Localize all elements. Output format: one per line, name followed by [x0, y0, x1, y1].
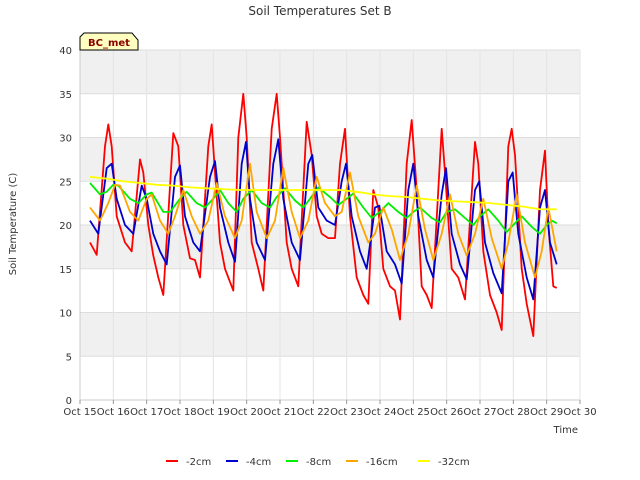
legend-label: -2cm — [186, 457, 211, 468]
legend-item: -2cm — [166, 457, 211, 468]
x-tick-label: Oct 18 — [163, 407, 196, 418]
legend-item: -8cm — [286, 457, 331, 468]
x-tick-label: Oct 19 — [197, 407, 230, 418]
x-tick-label: Oct 24 — [363, 407, 396, 418]
y-tick-label: 10 — [59, 309, 72, 320]
grid-band — [80, 50, 580, 94]
grid-band — [80, 93, 580, 138]
grid-band — [80, 312, 580, 357]
x-tick-label: Oct 22 — [297, 407, 330, 418]
legend-label: -32cm — [438, 457, 470, 468]
x-tick-label: Oct 28 — [497, 407, 530, 418]
y-tick-label: 30 — [59, 134, 72, 145]
y-axis-ticks: 0 5 10 15 20 25 30 35 40 — [59, 46, 72, 407]
legend-label: -8cm — [306, 457, 331, 468]
legend-label: -16cm — [366, 457, 398, 468]
x-tick-label: Oct 27 — [463, 407, 496, 418]
grid-band — [80, 225, 580, 269]
grid-band — [80, 137, 580, 182]
series-line-2cmcm — [89, 92, 558, 337]
y-tick-label: 25 — [59, 177, 72, 188]
x-axis-label: Time — [553, 425, 578, 436]
x-axis-ticks: Oct 15 Oct 16 Oct 17 Oct 18 Oct 19 Oct 20 Oct … — [63, 400, 597, 418]
site-badge-label: BC_met — [88, 38, 130, 49]
x-tick-label: Oct 25 — [397, 407, 430, 418]
x-tick-label: Oct 16 — [97, 407, 130, 418]
series-layer — [89, 92, 558, 337]
legend-item: -4cm — [226, 457, 271, 468]
series-line-8cmcm — [89, 182, 558, 235]
plot-background — [80, 50, 580, 400]
x-tick-label: Oct 29 — [530, 407, 563, 418]
x-tick-label: Oct 23 — [330, 407, 363, 418]
x-tick-label: Oct 30 — [563, 407, 596, 418]
site-badge-box — [79, 32, 139, 51]
legend-item: -32cm — [418, 457, 470, 468]
x-tick-label: Oct 26 — [430, 407, 463, 418]
series-line-4cmcm — [89, 138, 558, 301]
y-tick-label: 5 — [66, 352, 72, 363]
axes — [79, 50, 580, 401]
chart-title: Soil Temperatures Set B — [248, 4, 391, 18]
y-tick-label: 0 — [66, 396, 72, 407]
site-badge: BC_met — [79, 32, 139, 51]
x-tick-label: Oct 20 — [230, 407, 263, 418]
y-axis-label: Soil Temperature (C) — [8, 173, 19, 276]
legend: -2cm -4cm -8cm -16cm -32cm — [166, 457, 470, 468]
y-tick-label: 40 — [59, 46, 72, 57]
x-tick-label: Oct 17 — [130, 407, 163, 418]
series-line-32cmcm — [89, 176, 557, 211]
x-tick-label: Oct 15 — [63, 407, 96, 418]
x-tick-label: Oct 21 — [263, 407, 296, 418]
legend-item: -16cm — [346, 457, 398, 468]
grid-band — [80, 356, 580, 400]
legend-label: -4cm — [246, 457, 271, 468]
y-tick-label: 20 — [59, 221, 72, 232]
y-tick-label: 35 — [59, 90, 72, 101]
grid-band — [80, 268, 580, 313]
y-tick-label: 15 — [59, 265, 72, 276]
